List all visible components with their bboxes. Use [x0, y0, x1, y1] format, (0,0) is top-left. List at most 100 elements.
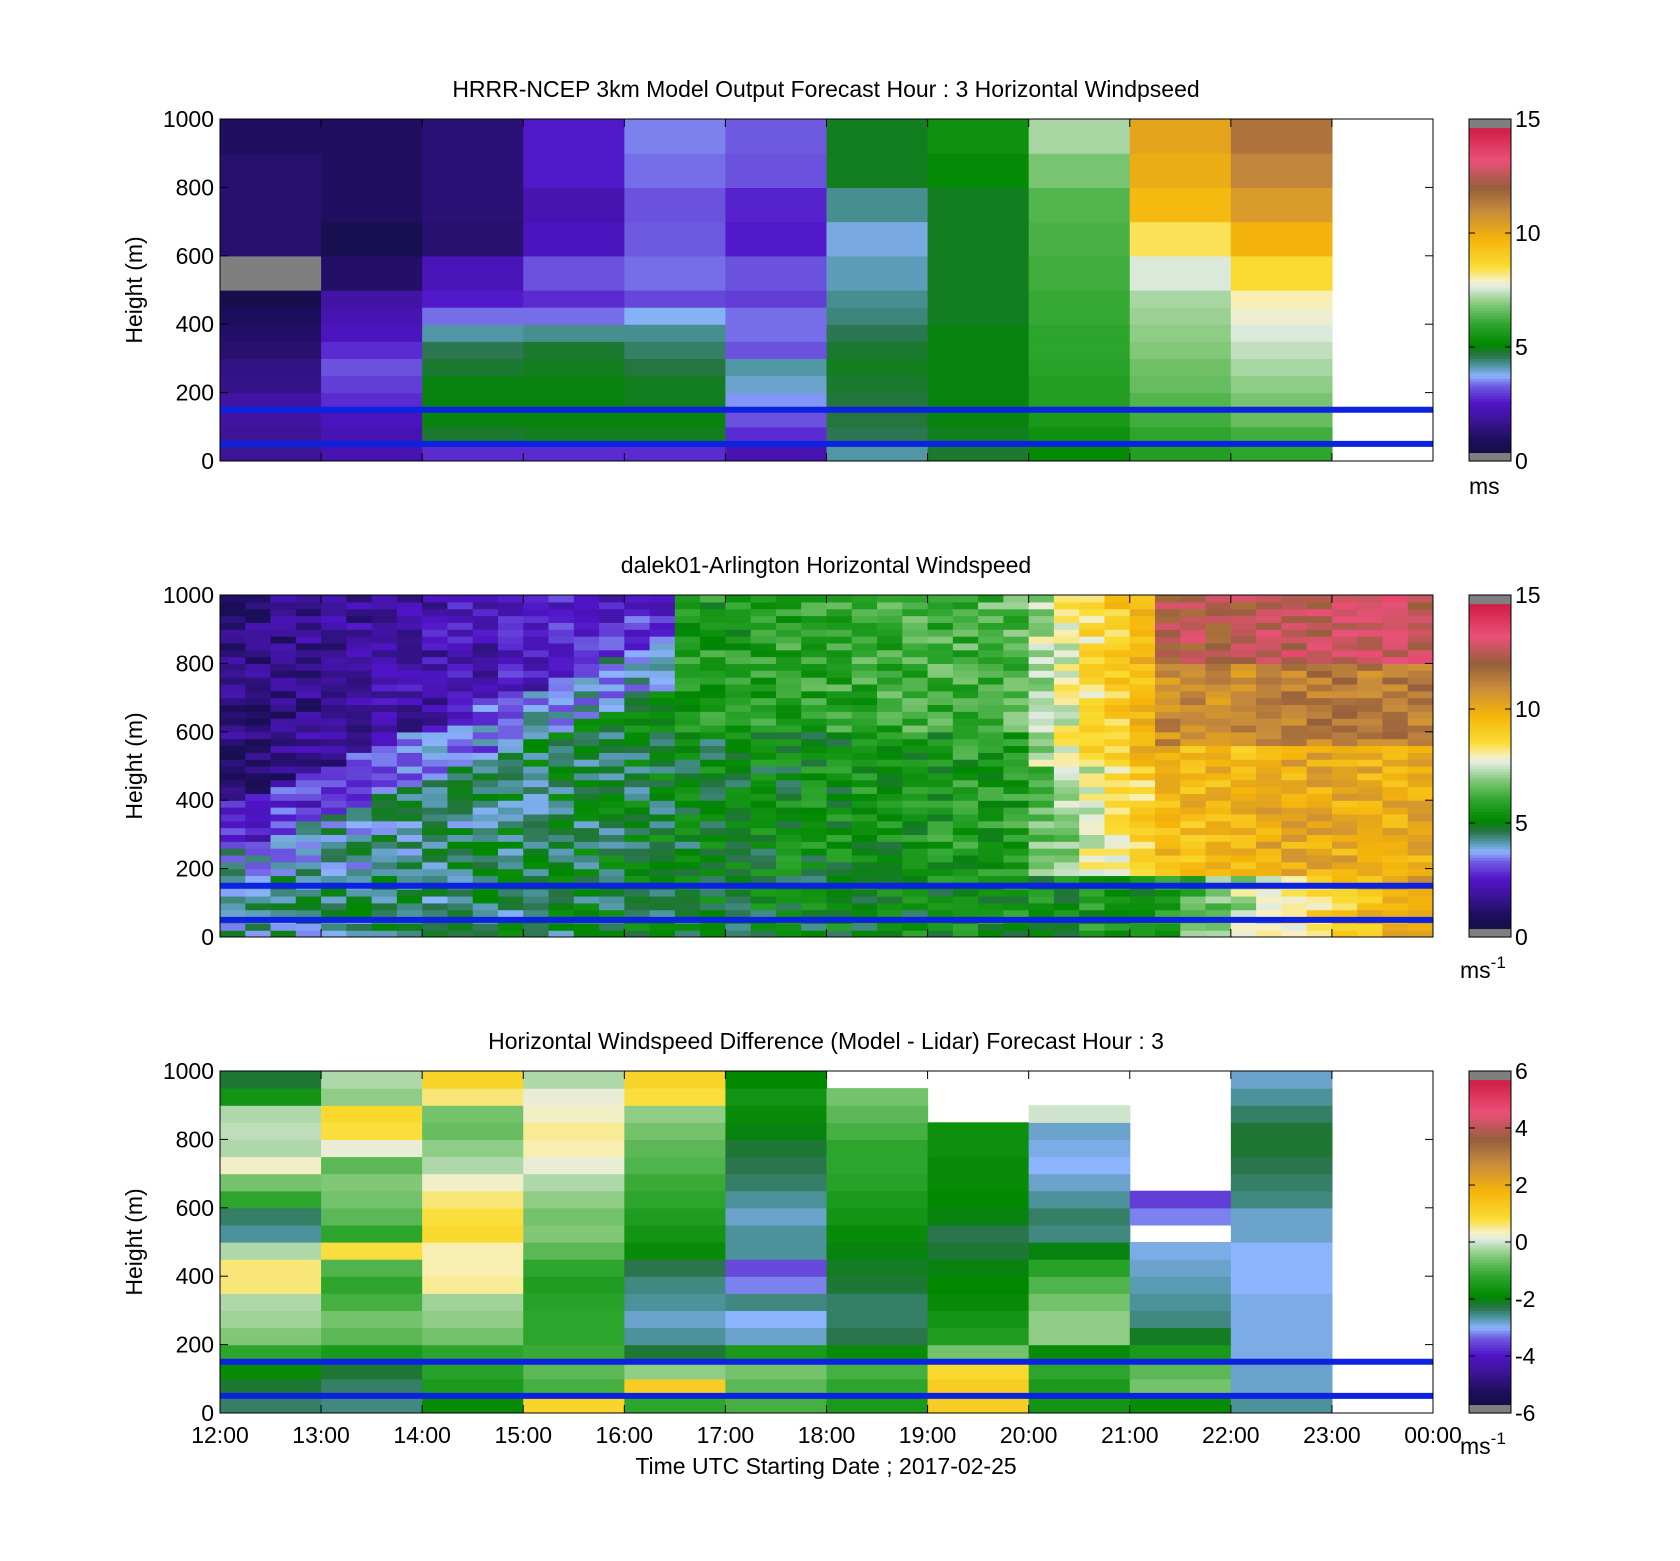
heatmap-cell: [1357, 793, 1384, 801]
heatmap-cell: [826, 711, 853, 719]
heatmap-cell: [1407, 930, 1433, 937]
heatmap-cell: [877, 608, 903, 617]
heatmap-cell: [1230, 854, 1257, 863]
heatmap-cell: [599, 786, 625, 794]
heatmap-cell: [1306, 697, 1333, 706]
heatmap-cell: [371, 834, 398, 842]
heatmap-cell: [422, 1173, 524, 1192]
heatmap-cell: [624, 1173, 727, 1192]
heatmap-cell: [573, 622, 600, 630]
heatmap-cell: [1357, 820, 1384, 829]
heatmap-cell: [1357, 923, 1384, 931]
heatmap-cell: [422, 690, 449, 699]
heatmap-cell: [1129, 1190, 1232, 1209]
heatmap-cell: [624, 848, 651, 856]
heatmap-cell: [1306, 793, 1333, 801]
heatmap-cell: [826, 875, 853, 883]
heatmap-cell: [1205, 889, 1232, 897]
colorbar-segment: [1469, 1108, 1511, 1112]
colorbar-segment: [1469, 1247, 1511, 1252]
heatmap-cell: [1230, 1071, 1333, 1089]
heatmap-cell: [346, 923, 373, 931]
heatmap-cell: [422, 745, 449, 753]
heatmap-cell: [497, 595, 524, 603]
heatmap-cell: [321, 752, 347, 760]
heatmap-cell: [775, 724, 802, 733]
heatmap-cell: [396, 827, 423, 835]
heatmap-cell: [674, 834, 701, 842]
heatmap-cell: [649, 622, 676, 630]
heatmap-cell: [422, 848, 449, 856]
heatmap-cell: [447, 827, 474, 835]
colorbar-segment: [1469, 1227, 1511, 1232]
heatmap-cell: [573, 670, 600, 678]
heatmap-cell: [1028, 1395, 1131, 1413]
heatmap-cell: [624, 1190, 727, 1209]
heatmap-cell: [674, 820, 701, 829]
heatmap-cell: [1357, 772, 1384, 781]
heatmap-cell: [447, 636, 474, 644]
heatmap-cell: [1028, 341, 1131, 359]
heatmap-cell: [1079, 595, 1106, 603]
heatmap-cell: [1407, 683, 1433, 692]
heatmap-cell: [1256, 649, 1282, 658]
heatmap-cell: [1256, 731, 1282, 740]
colorbar-segment: [1469, 443, 1511, 448]
heatmap-cell: [1230, 724, 1257, 733]
heatmap-cell: [1357, 902, 1384, 911]
heatmap-cell: [927, 738, 954, 747]
heatmap-cell: [1205, 697, 1232, 706]
heatmap-cell: [725, 1259, 828, 1277]
heatmap-cell: [826, 1327, 929, 1346]
heatmap-cell: [725, 1310, 828, 1329]
heatmap-cell: [548, 670, 575, 678]
heatmap-cell: [422, 307, 524, 325]
heatmap-cell: [548, 629, 575, 637]
heatmap-cell: [1155, 745, 1181, 753]
heatmap-cell: [826, 392, 929, 411]
heatmap-cell: [801, 813, 828, 822]
heatmap-cell: [1180, 854, 1207, 863]
heatmap-cell: [1230, 807, 1257, 815]
heatmap-cell: [1079, 848, 1106, 856]
heatmap-cell: [674, 793, 701, 801]
heatmap-cell: [599, 615, 625, 623]
heatmap-cell: [1331, 622, 1358, 630]
colorbar-segment: [1469, 341, 1511, 345]
heatmap-cell: [422, 875, 449, 883]
heatmap-cell: [295, 704, 322, 712]
heatmap-cell: [245, 786, 272, 794]
heatmap-cell: [750, 663, 777, 671]
heatmap-cell: [1256, 834, 1282, 842]
heatmap-cell: [1079, 759, 1106, 767]
heatmap-cell: [624, 752, 651, 760]
heatmap-cell: [573, 649, 600, 658]
heatmap-cell: [674, 704, 701, 712]
heatmap-cell: [877, 923, 903, 931]
heatmap-cell: [1079, 923, 1106, 931]
heatmap-cell: [826, 718, 853, 726]
colorbar-segment: [1469, 1253, 1511, 1257]
heatmap-cell: [245, 800, 272, 808]
heatmap-cell: [1079, 656, 1106, 664]
heatmap-cell: [927, 670, 954, 678]
colorbar-segment: [1469, 452, 1511, 456]
heatmap-cell: [877, 697, 903, 706]
colorbar-segment: [1469, 637, 1511, 642]
heatmap-cell: [1129, 341, 1232, 359]
heatmap-cell: [1256, 779, 1282, 788]
colorbar-segment: [1469, 435, 1511, 439]
colorbar-segment: [1469, 700, 1511, 704]
heatmap-cell: [902, 595, 929, 603]
heatmap-cell: [1256, 724, 1282, 733]
heatmap-cell: [220, 1122, 322, 1140]
heatmap-cell: [801, 834, 828, 842]
heatmap-cell: [497, 622, 524, 630]
heatmap-cell: [1382, 649, 1409, 658]
heatmap-cell: [1028, 656, 1055, 664]
heatmap-cell: [750, 615, 777, 623]
heatmap-cell: [927, 595, 954, 603]
heatmap-cell: [927, 1242, 1030, 1260]
heatmap-cell: [750, 841, 777, 849]
